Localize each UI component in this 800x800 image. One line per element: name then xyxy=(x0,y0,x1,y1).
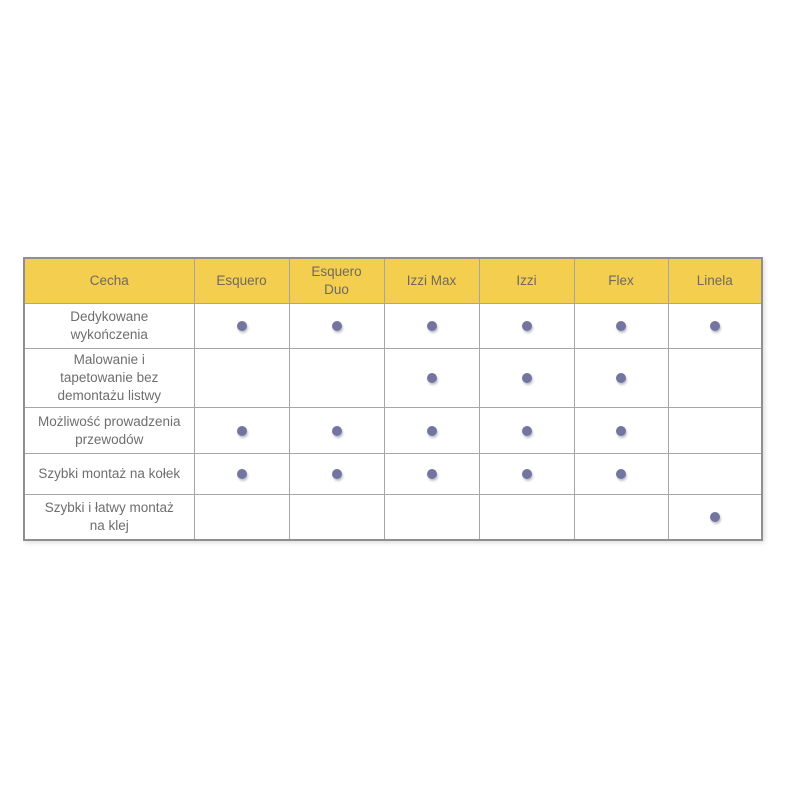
table-row-malowanie-i: Malowanie i tapetowanie bez demontażu li… xyxy=(23,348,763,408)
feature-dot-icon xyxy=(616,469,626,480)
feature-dot-icon xyxy=(426,469,437,480)
table-row-mo-liwo-prowadzenia: Możliwość prowadzenia przewodów xyxy=(23,407,763,454)
cell-flex xyxy=(573,494,669,541)
feature-dot-icon xyxy=(331,469,342,480)
table-row-szybki-i-atwy-monta: Szybki i łatwy montaż na klej xyxy=(23,494,763,541)
cell-izzi-max xyxy=(383,303,480,349)
cell-linela xyxy=(667,453,763,495)
feature-label: Możliwość prowadzenia przewodów xyxy=(23,407,195,454)
feature-label: Szybki i łatwy montaż na klej xyxy=(23,494,195,541)
cell-izzi-max xyxy=(383,494,480,541)
feature-dot-icon xyxy=(236,469,247,480)
feature-label: Malowanie i tapetowanie bez demontażu li… xyxy=(23,348,195,408)
column-header-cecha: Cecha xyxy=(23,257,195,304)
cell-esquero-duo xyxy=(288,494,385,541)
feature-dot-icon xyxy=(521,425,532,436)
feature-dot-icon xyxy=(426,321,437,332)
column-header-esquero: Esquero xyxy=(193,257,290,304)
feature-dot-icon xyxy=(426,373,437,384)
feature-dot-icon xyxy=(426,425,437,436)
column-header-esquero-duo: Esquero Duo xyxy=(288,257,385,304)
column-header-flex: Flex xyxy=(573,257,669,304)
feature-dot-icon xyxy=(521,373,532,384)
feature-dot-icon xyxy=(616,425,626,436)
cell-esquero-duo xyxy=(288,407,385,454)
feature-label: Szybki montaż na kołek xyxy=(23,453,195,495)
cell-flex xyxy=(573,453,669,495)
cell-linela xyxy=(667,303,763,349)
cell-flex xyxy=(573,348,669,408)
feature-dot-icon xyxy=(521,469,532,480)
feature-dot-icon xyxy=(236,425,247,436)
cell-esquero xyxy=(193,494,290,541)
cell-izzi-max xyxy=(383,453,480,495)
column-header-linela: Linela xyxy=(667,257,763,304)
feature-comparison-table: Cecha Esquero Esquero Duo Izzi Max Izzi Flex L… xyxy=(23,257,763,541)
cell-flex xyxy=(573,303,669,349)
cell-izzi xyxy=(478,303,575,349)
feature-dot-icon xyxy=(709,512,720,523)
cell-izzi xyxy=(478,348,575,408)
feature-dot-icon xyxy=(616,321,626,332)
feature-dot-icon xyxy=(709,321,720,332)
cell-esquero xyxy=(193,407,290,454)
column-header-izzi: Izzi xyxy=(478,257,575,304)
feature-dot-icon xyxy=(331,425,342,436)
feature-dot-icon xyxy=(521,321,532,332)
table-header: Cecha Esquero Esquero Duo Izzi Max Izzi Flex L… xyxy=(23,257,763,304)
cell-esquero-duo xyxy=(288,453,385,495)
cell-esquero-duo xyxy=(288,348,385,408)
cell-izzi xyxy=(478,494,575,541)
cell-izzi-max xyxy=(383,348,480,408)
cell-flex xyxy=(573,407,669,454)
cell-esquero-duo xyxy=(288,303,385,349)
cell-izzi xyxy=(478,453,575,495)
column-header-izzi-max: Izzi Max xyxy=(383,257,480,304)
feature-dot-icon xyxy=(331,321,342,332)
feature-label: Dedykowane wykończenia xyxy=(23,303,195,349)
cell-esquero xyxy=(193,348,290,408)
cell-linela xyxy=(667,494,763,541)
table-row-dedykowane: Dedykowane wykończenia xyxy=(23,303,763,349)
header-row: Cecha Esquero Esquero Duo Izzi Max Izzi Flex L… xyxy=(23,257,763,304)
cell-izzi xyxy=(478,407,575,454)
table-row-szybki-monta-na-ko-ek: Szybki montaż na kołek xyxy=(23,453,763,495)
cell-linela xyxy=(667,407,763,454)
cell-linela xyxy=(667,348,763,408)
feature-dot-icon xyxy=(616,373,626,384)
cell-izzi-max xyxy=(383,407,480,454)
cell-esquero xyxy=(193,303,290,349)
cell-esquero xyxy=(193,453,290,495)
table-body: Dedykowane wykończenia Malowanie i tapeto… xyxy=(23,303,763,541)
feature-dot-icon xyxy=(236,321,247,332)
